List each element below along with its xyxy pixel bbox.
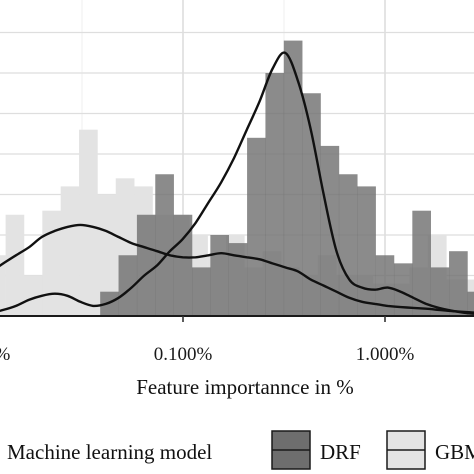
legend-label-drf: DRF	[320, 440, 361, 464]
histogram-bar	[60, 186, 80, 316]
legend: Machine learning model DRF GBM	[7, 430, 474, 470]
histogram-bar	[393, 263, 413, 316]
histogram-bar	[97, 194, 117, 316]
histogram-bar	[283, 40, 303, 316]
histogram-bar	[228, 243, 248, 316]
histogram-bar	[210, 235, 230, 316]
histogram-bar	[118, 255, 138, 316]
histogram-bar	[302, 93, 321, 316]
histogram-bar	[136, 214, 156, 316]
histogram-bar	[191, 267, 211, 316]
histogram-bar	[5, 214, 25, 316]
histogram-bar	[449, 251, 468, 316]
histogram-bar	[0, 255, 6, 316]
histogram-bar	[100, 291, 119, 316]
density-curve-gbm	[0, 223, 474, 314]
histogram-drf	[100, 40, 474, 316]
density-layer	[0, 51, 474, 315]
plot-border	[0, 315, 474, 317]
histogram-bar	[265, 73, 285, 316]
density-curve-drf	[0, 51, 474, 315]
histogram-bar	[79, 129, 98, 316]
histogram-layer	[0, 40, 474, 316]
legend-label-gbm: GBM	[435, 440, 474, 464]
grid-layer	[0, 0, 474, 316]
x-tick-label: 1.000%	[356, 344, 415, 365]
histogram-bar	[247, 137, 266, 316]
x-tick-label: 0.010%	[0, 344, 10, 365]
histogram-bar	[467, 291, 474, 316]
x-tick-label: 0.100%	[154, 344, 213, 365]
histogram-bar	[42, 210, 61, 316]
histogram-bar	[320, 145, 340, 316]
histogram-bar	[338, 174, 358, 316]
histogram-bar	[375, 255, 395, 316]
x-axis-ticks: 0.010% 0.100% 1.000%	[0, 316, 414, 365]
histogram-bar	[155, 174, 174, 316]
x-axis-title: Feature importannce in %	[136, 375, 354, 399]
histogram-bar	[412, 210, 431, 316]
histogram-bar	[357, 186, 376, 316]
histogram-bar	[173, 214, 193, 316]
histogram-bar	[23, 275, 43, 316]
legend-title: Machine learning model	[7, 440, 212, 464]
histogram-bar	[430, 267, 450, 316]
